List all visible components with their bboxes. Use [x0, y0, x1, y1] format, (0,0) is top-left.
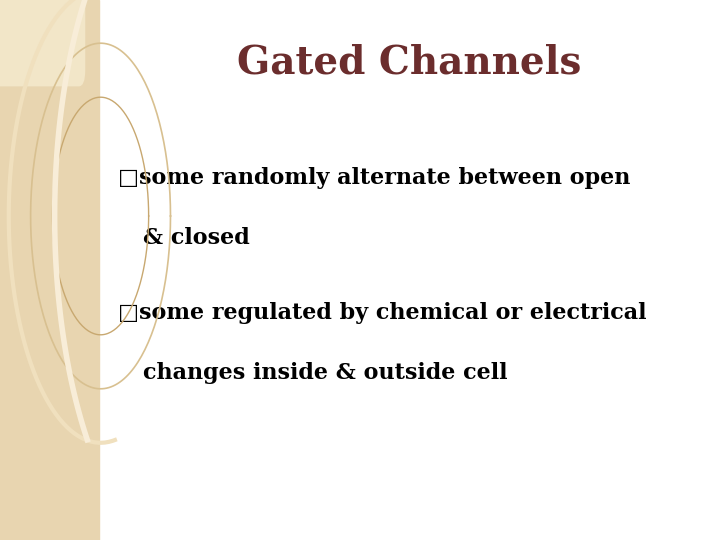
Text: & closed: & closed — [143, 227, 250, 249]
Text: changes inside & outside cell: changes inside & outside cell — [143, 362, 508, 384]
Text: □some regulated by chemical or electrical: □some regulated by chemical or electrica… — [118, 302, 647, 325]
FancyBboxPatch shape — [0, 0, 85, 86]
Text: □some randomly alternate between open: □some randomly alternate between open — [118, 167, 630, 190]
Text: Gated Channels: Gated Channels — [238, 43, 582, 81]
